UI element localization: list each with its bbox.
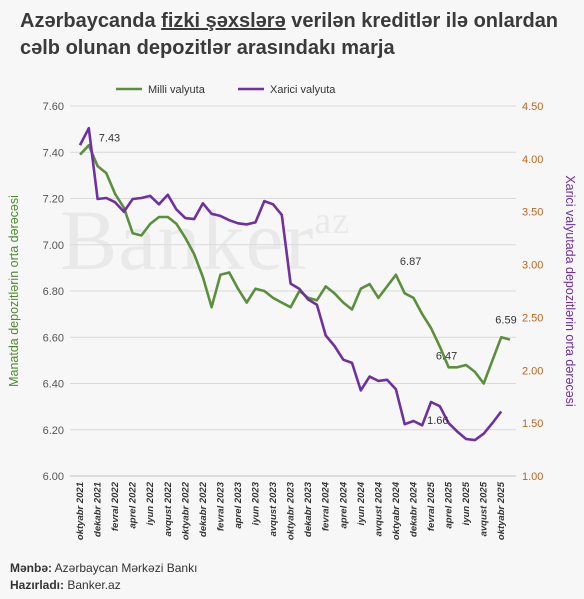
x-tick-label: oktyabr 2021 (75, 482, 86, 540)
y-left-tick-label: 6.20 (43, 425, 64, 437)
source-label: Mənbə: (10, 561, 52, 575)
x-tick-label: aprel 2025 (444, 481, 455, 528)
x-tick-label: avqust 2025 (479, 481, 490, 536)
y-right-tick-label: 3.50 (522, 207, 543, 219)
data-label: 1.66 (427, 415, 448, 427)
x-tick-label: dekabr 2021 (93, 482, 104, 537)
legend-label-xarici-valyuta: Xarici valyuta (270, 84, 336, 96)
y-right-tick-label: 3.00 (522, 260, 543, 272)
y-left-tick-label: 6.60 (43, 332, 64, 344)
y-right-tick-label: 4.00 (522, 154, 543, 166)
x-tick-label: fevral 2023 (215, 481, 226, 531)
x-tick-label: oktyabr 2022 (180, 481, 191, 540)
y-right-tick-label: 1.00 (522, 471, 543, 483)
data-label: 6.47 (436, 350, 457, 362)
y-left-tick-label: 6.80 (43, 286, 64, 298)
x-tick-label: aprel 2023 (233, 481, 244, 528)
x-tick-label: iyun 2025 (461, 481, 472, 525)
x-tick-label: avqust 2024 (373, 481, 384, 536)
prepared-label: Hazırladı: (10, 578, 65, 592)
y-left-axis-label: Manatda depozitlərin orta dərəcəsi (7, 195, 21, 387)
x-tick-label: dekabr 2023 (303, 481, 314, 537)
source-value: Azərbaycan Mərkəzi Bankı (54, 561, 198, 575)
footer: Mənbə: Azərbaycan Mərkəzi Bankı Hazırlad… (10, 560, 197, 594)
series-line-xarici-valyuta (78, 126, 503, 442)
prepared-value: Banker.az (67, 578, 121, 592)
y-left-tick-label: 7.00 (43, 240, 64, 252)
series-line-milli-valyuta (79, 144, 511, 385)
x-tick-label: avqust 2022 (163, 481, 174, 536)
x-tick-label: oktyabr 2023 (286, 481, 297, 540)
title-underlined-part: fizki şəxslərə (161, 10, 286, 32)
legend-label-milli-valyuta: Milli valyuta (148, 84, 206, 96)
x-tick-label: oktyabr 2024 (391, 481, 402, 540)
title-part-1: Azərbaycanda (20, 10, 162, 32)
x-tick-label: iyun 2024 (356, 481, 367, 525)
y-right-tick-label: 2.00 (522, 365, 543, 377)
title-part-2: verilən kreditlər ilə onlardan cəlb olun… (20, 10, 559, 59)
x-tick-label: aprel 2024 (338, 481, 349, 528)
x-tick-label: fevral 2022 (110, 481, 121, 531)
y-left-tick-label: 7.20 (43, 194, 64, 206)
y-right-axis-label: Xarici valyutada depozitlərin orta dərəc… (563, 175, 577, 406)
x-tick-label: dekabr 2024 (408, 481, 419, 537)
data-label: 6.87 (400, 256, 421, 268)
chart-title: Azərbaycanda fizki şəxslərə verilən kred… (20, 8, 572, 62)
y-left-tick-label: 7.40 (43, 147, 64, 159)
x-tick-label: aprel 2022 (128, 481, 139, 528)
x-tick-label: dekabr 2022 (198, 481, 209, 537)
y-right-tick-label: 4.50 (522, 101, 543, 113)
x-tick-label: iyun 2022 (145, 481, 156, 525)
y-left-tick-label: 6.00 (43, 471, 64, 483)
data-label: 7.43 (99, 132, 120, 144)
data-label: 6.59 (495, 315, 516, 327)
y-left-tick-label: 6.40 (43, 379, 64, 391)
x-tick-label: oktyabr 2025 (496, 481, 507, 540)
y-right-tick-label: 2.50 (522, 312, 543, 324)
x-tick-label: fevral 2024 (321, 481, 332, 531)
x-tick-label: iyun 2023 (251, 481, 262, 525)
x-tick-label: avqust 2023 (268, 481, 279, 536)
y-left-tick-label: 7.60 (43, 101, 64, 113)
y-right-tick-label: 1.50 (522, 418, 543, 430)
x-tick-label: fevral 2025 (426, 481, 437, 531)
